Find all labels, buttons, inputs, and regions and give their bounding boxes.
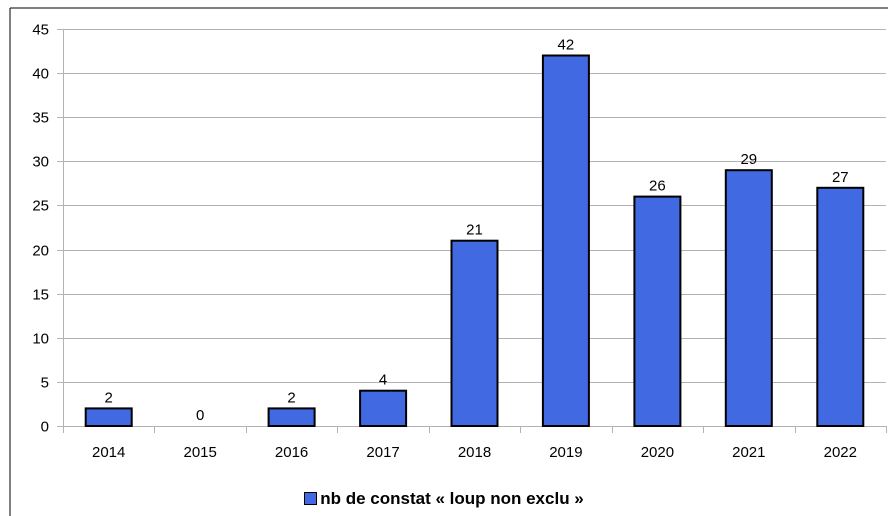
y-tick-label: 40 [32, 66, 49, 83]
x-tick-label: 2019 [549, 444, 582, 461]
y-tick-label: 0 [41, 419, 49, 436]
y-tick-label: 45 [32, 22, 49, 39]
bar-2019 [541, 54, 590, 427]
y-tick-label: 35 [32, 110, 49, 127]
x-tick-label: 2014 [92, 444, 125, 461]
y-tick-label: 20 [32, 243, 49, 260]
bar-2017 [359, 389, 408, 428]
data-label-2017: 4 [379, 372, 387, 389]
bars [84, 54, 865, 428]
y-tick-labels: 0 5 10 15 20 25 30 35 40 45 [32, 22, 49, 436]
y-tick-label: 15 [32, 287, 49, 304]
data-labels: 2 0 2 4 21 42 26 29 27 [105, 37, 849, 425]
y-tick-label: 5 [41, 375, 49, 392]
bar-2016 [267, 407, 316, 427]
x-tick-label: 2017 [366, 444, 399, 461]
x-tick-label: 2020 [641, 444, 674, 461]
x-tick-label: 2018 [458, 444, 491, 461]
legend: nb de constat « loup non exclu » [0, 489, 888, 509]
data-label-2019: 42 [558, 37, 575, 54]
data-label-2021: 29 [740, 151, 757, 168]
x-tick-labels: 2014 2015 2016 2017 2018 2019 2020 2021 2022 [92, 444, 857, 461]
x-tick-label: 2016 [275, 444, 308, 461]
data-label-2014: 2 [105, 389, 113, 406]
data-label-2018: 21 [466, 222, 483, 239]
bar-2014 [84, 407, 133, 427]
y-tick-label: 10 [32, 331, 49, 348]
bar-2020 [633, 195, 682, 427]
bar-2021 [724, 169, 773, 427]
x-tick-label: 2015 [184, 444, 217, 461]
data-label-2016: 2 [287, 389, 295, 406]
y-tick-label: 25 [32, 198, 49, 215]
x-tick-label: 2022 [824, 444, 857, 461]
y-tick-label: 30 [32, 154, 49, 171]
bar-2022 [816, 186, 865, 427]
legend-label: nb de constat « loup non exclu » [320, 489, 584, 508]
x-tick-label: 2021 [732, 444, 765, 461]
legend-swatch [304, 492, 318, 506]
bar-2018 [450, 239, 499, 427]
data-label-2022: 27 [832, 169, 849, 186]
data-label-2020: 26 [649, 178, 666, 195]
data-label-2015: 0 [196, 407, 204, 424]
